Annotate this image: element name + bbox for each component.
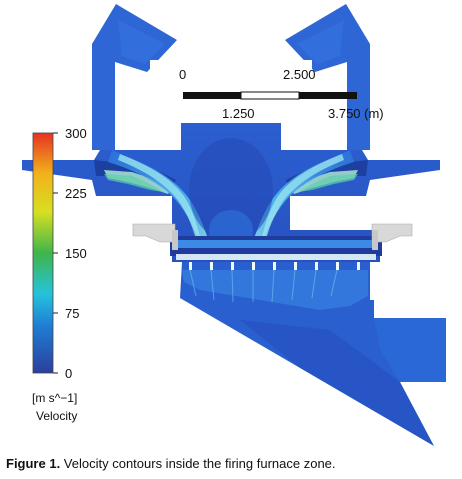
caption-label: Figure 1. bbox=[6, 456, 61, 471]
velocity-legend: 300 225 150 75 0 [m s^−1] Velocity bbox=[32, 126, 87, 423]
scale-label-2500: 2.500 bbox=[283, 67, 316, 82]
scale-label-0: 0 bbox=[179, 67, 186, 82]
caption-text: Velocity contours inside the firing furn… bbox=[60, 456, 336, 471]
legend-quantity: Velocity bbox=[36, 409, 77, 423]
scale-label-3750: 3.750 (m) bbox=[328, 106, 384, 121]
left-flange bbox=[132, 223, 176, 243]
furnace-domain bbox=[22, 4, 446, 446]
figure-caption: Figure 1. Velocity contours inside the f… bbox=[6, 456, 462, 471]
legend-tick-225: 225 bbox=[65, 186, 87, 201]
scale-label-1250: 1.250 bbox=[222, 106, 255, 121]
scale-bar: 0 2.500 1.250 3.750 (m) bbox=[179, 67, 384, 121]
legend-colorbar bbox=[32, 132, 54, 374]
legend-tick-0: 0 bbox=[65, 366, 72, 381]
legend-tick-300: 300 bbox=[65, 126, 87, 141]
legend-units: [m s^−1] bbox=[32, 391, 77, 405]
legend-tick-75: 75 bbox=[65, 306, 79, 321]
nozzle-row bbox=[189, 262, 360, 270]
legend-tick-150: 150 bbox=[65, 246, 87, 261]
lower-chamber bbox=[180, 262, 446, 446]
